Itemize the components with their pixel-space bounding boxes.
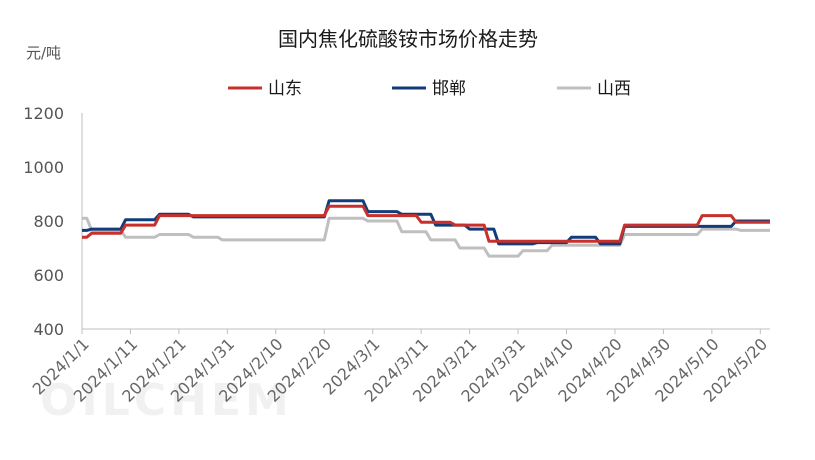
legend: 山东 邯郸 山西 bbox=[228, 79, 631, 99]
legend-label: 山东 bbox=[268, 79, 302, 99]
y-tick-label: 400 bbox=[33, 320, 64, 339]
series-line bbox=[82, 204, 770, 243]
y-tick-label: 1200 bbox=[23, 104, 64, 123]
y-tick-label: 1000 bbox=[23, 158, 64, 177]
y-tick-label: 800 bbox=[33, 212, 64, 231]
unit-label: 元/吨 bbox=[26, 44, 61, 62]
chart-title: 国内焦化硫酸铵市场价格走势 bbox=[278, 27, 538, 51]
watermark: OILCHEM bbox=[40, 375, 293, 426]
series-layer bbox=[82, 199, 770, 258]
legend-label: 山西 bbox=[597, 79, 631, 99]
y-tick-label: 600 bbox=[33, 266, 64, 285]
axes: 400600800100012002024/1/12024/1/112024/1… bbox=[23, 104, 771, 406]
legend-label: 邯郸 bbox=[432, 79, 466, 99]
